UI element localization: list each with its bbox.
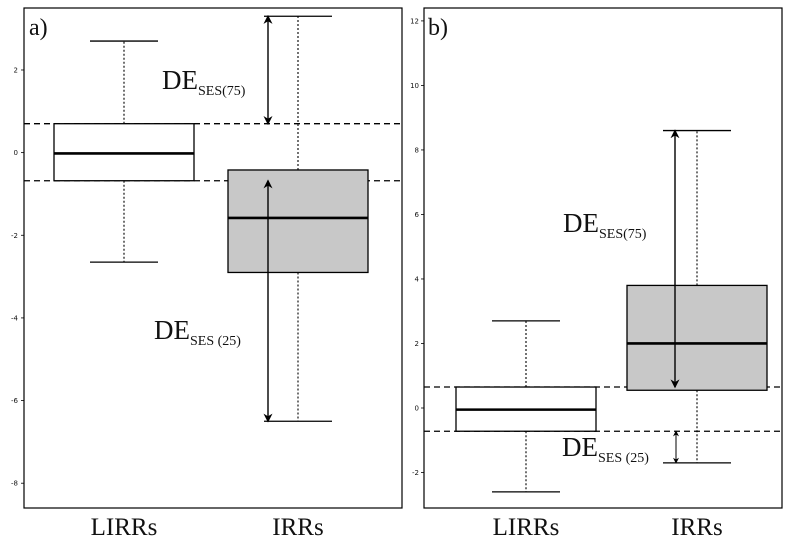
y-tick-label: 2 [415, 340, 419, 348]
y-tick-label: -6 [11, 397, 19, 405]
y-tick-label: -4 [11, 314, 19, 322]
panel-b: b) 12 10 8 6 4 2 0 -2 LIRRs IRRs DESES(75) DESES (25… [410, 7, 783, 541]
y-tick-label: 0 [415, 405, 419, 413]
category-label: IRRs [671, 514, 722, 536]
box-irrs [227, 15, 369, 422]
de-ses-label: DESES(75) [563, 208, 647, 242]
y-tick-label: 8 [415, 146, 419, 154]
y-tick-label: 2 [14, 66, 18, 74]
category-label: LIRRs [493, 514, 560, 536]
interquartile-box [626, 284, 768, 391]
y-tick-label: -2 [11, 232, 18, 240]
y-tick-label: 12 [410, 17, 419, 25]
box-irrs [626, 129, 768, 464]
y-tick-label: -8 [11, 480, 18, 488]
y-tick-label: 4 [415, 275, 420, 283]
de-ses-label: DESES (25) [154, 315, 241, 349]
de-ses-label: DESES (25) [562, 432, 649, 466]
category-label: LIRRs [91, 514, 158, 536]
panel-label: a) [29, 15, 48, 41]
y-tick-label: -2 [412, 469, 419, 477]
plot-frame [23, 7, 403, 509]
y-tick-label: 10 [410, 82, 419, 90]
y-tick-label: 0 [14, 149, 18, 157]
panel-a: a) 2 0 -2 -4 -6 -8 LIRRs IRRs DESES(75) DESES (25) [11, 7, 403, 541]
de-ses-label: DESES(75) [162, 65, 246, 99]
category-label: IRRs [272, 514, 323, 536]
box-lirrs [53, 40, 195, 263]
plot-frame [423, 7, 783, 509]
box-lirrs [455, 320, 597, 493]
interquartile-box [227, 169, 369, 274]
y-tick-label: 6 [415, 211, 420, 219]
panel-label: b) [428, 15, 448, 41]
